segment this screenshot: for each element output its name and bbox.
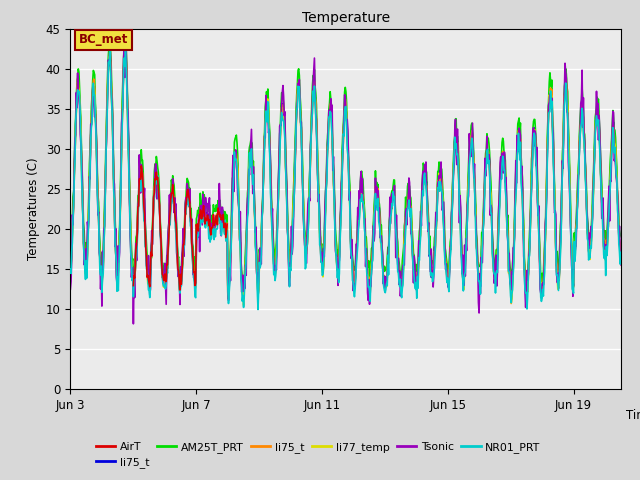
Y-axis label: Temperatures (C): Temperatures (C)	[28, 157, 40, 260]
Text: Time: Time	[627, 408, 640, 421]
Text: BC_met: BC_met	[79, 33, 128, 46]
Title: Temperature: Temperature	[301, 11, 390, 25]
Legend: AirT, li75_t, AM25T_PRT, li75_t, li77_temp, Tsonic, NR01_PRT: AirT, li75_t, AM25T_PRT, li75_t, li77_te…	[92, 437, 545, 472]
